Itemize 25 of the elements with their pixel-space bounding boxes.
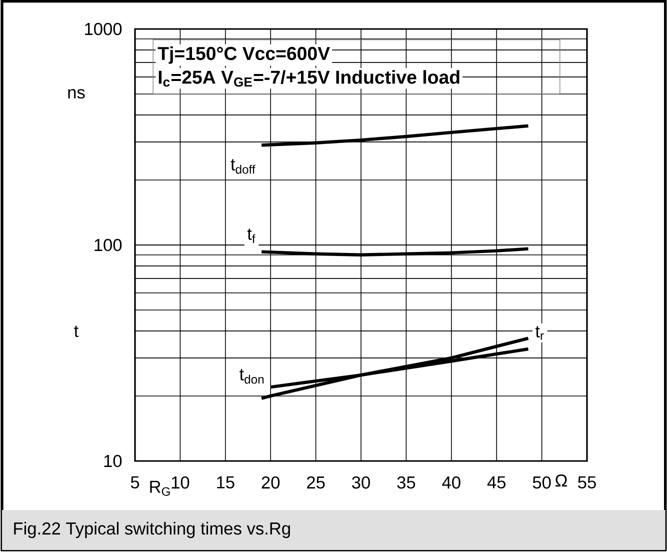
x-axis-title: R$_{G}$ (150, 480, 170, 496)
series-label: t$_{doff}$ (230, 159, 256, 174)
y-tick-label: 1000 (85, 22, 122, 36)
annotation: Tj=150°C Vcc=600V (158, 46, 330, 64)
x-tick-label: 30 (352, 476, 370, 489)
annotation: I$_{c}$=25A V$_{GE}$=-7/+15V Inductive load (158, 70, 460, 87)
text: Ω (555, 474, 567, 486)
x-tick-label: 10 (172, 476, 190, 489)
series-label: t$_{f}$ (247, 228, 256, 244)
y-tick-label: 100 (94, 238, 122, 252)
y-axis-title: t (74, 326, 79, 338)
series-label: t$_{r}$ (535, 326, 544, 340)
x-tick-label: 35 (397, 476, 416, 489)
x-tick-label: 20 (262, 476, 280, 489)
x-tick-label: 25 (307, 476, 325, 489)
x-tick-label: 45 (487, 476, 506, 488)
x-tick-label: 50 (532, 476, 551, 489)
x-tick-label: 40 (442, 476, 460, 489)
x-tick-label: 55 (578, 476, 596, 488)
y-tick-label: 10 (104, 454, 122, 468)
x-tick-label: 15 (217, 476, 234, 488)
x-tick-label: 5 (130, 476, 140, 488)
text: ns (68, 89, 85, 99)
series-label: t$_{don}$ (240, 369, 264, 384)
caption: Fig.22 Typical switching times vs.Rg (14, 522, 290, 538)
